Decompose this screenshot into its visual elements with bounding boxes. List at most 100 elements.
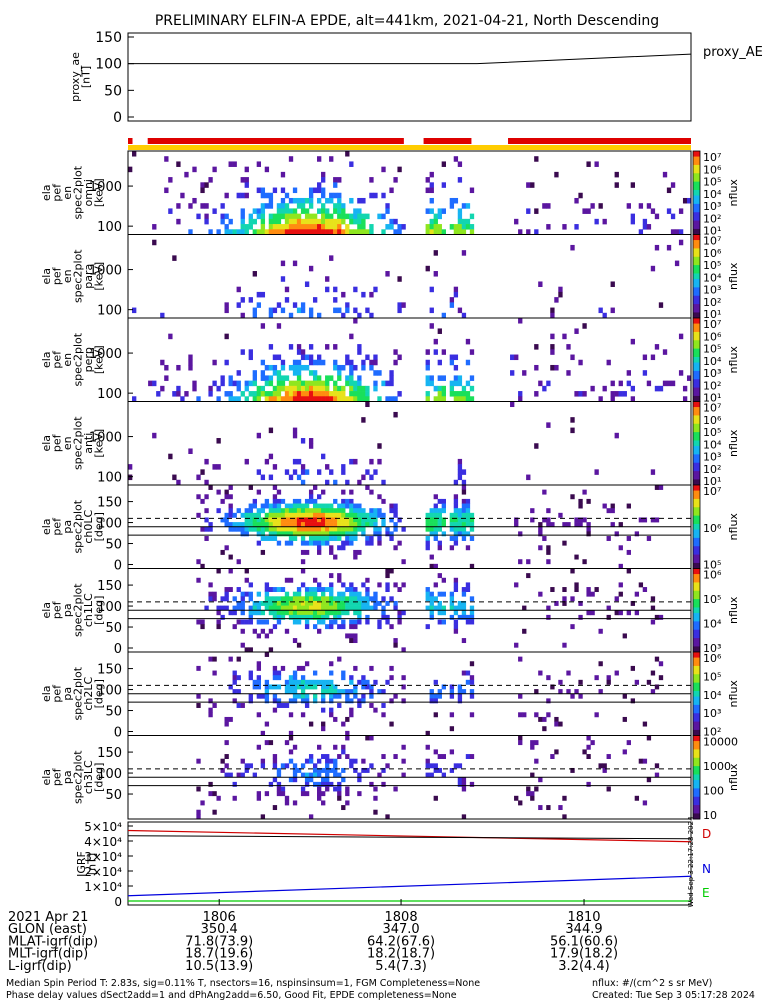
spectrogram-cell xyxy=(514,795,519,801)
spectrogram-cell xyxy=(453,582,459,588)
spectrogram-cell xyxy=(216,385,221,392)
spectrogram-cell xyxy=(461,224,467,230)
spectrogram-cell xyxy=(357,503,362,509)
spectrogram-cell xyxy=(373,600,378,606)
spectrogram-ylabel-5-line: [deg] xyxy=(92,512,105,541)
spectrogram-cell xyxy=(558,286,563,293)
spectrogram-cell xyxy=(228,587,233,592)
spectrogram-cell xyxy=(337,391,342,397)
spectrogram-cell xyxy=(682,385,688,392)
colorbar-tick: 10⁶ xyxy=(703,247,722,260)
colorbar-swatch xyxy=(693,510,700,514)
colorbar-swatch xyxy=(693,816,700,820)
spectrogram-cell xyxy=(365,512,370,518)
spectrogram-cell xyxy=(196,809,201,815)
spectrogram-cell xyxy=(461,526,467,532)
spectrogram-cell xyxy=(582,749,587,755)
spectrogram-cell xyxy=(441,349,446,355)
spectrogram-cell xyxy=(397,391,402,397)
spectrogram-cell xyxy=(441,605,446,611)
spectrogram-cell xyxy=(321,224,326,230)
spectrogram-cell xyxy=(441,610,446,616)
igrf-timestamp: Wed Sep 3 22:17:28 2024 xyxy=(687,816,695,908)
spectrogram-cell xyxy=(457,177,463,183)
spectrogram-cell xyxy=(312,297,318,303)
spectrogram-cell xyxy=(594,712,599,718)
spectrogram-cell xyxy=(570,693,575,699)
spectrogram-cell xyxy=(312,577,318,583)
spectrogram-cell xyxy=(276,213,282,220)
spectrogram-ylabel-7-line: ch2LC xyxy=(82,677,95,711)
spectrogram-cell xyxy=(453,540,459,546)
orbit-value: 344.9 xyxy=(565,922,602,937)
spectrogram-cell xyxy=(304,684,310,690)
igrf-line-D xyxy=(127,829,692,843)
colorbar-swatch xyxy=(693,518,700,522)
spectrogram-cell xyxy=(333,772,338,778)
spectrogram-cell xyxy=(393,177,398,183)
spectrogram-cell xyxy=(634,591,640,597)
colorbar-label-3-line: nflux xyxy=(727,346,740,374)
spectrogram-cell xyxy=(304,679,310,685)
spectrogram-cell xyxy=(248,391,253,397)
spectrogram-cell xyxy=(666,208,672,214)
spectrogram-cell xyxy=(550,522,555,528)
spectrogram-cell xyxy=(441,577,446,583)
spectrogram-cell xyxy=(325,679,330,685)
colorbar-label-7-line: nflux xyxy=(727,680,740,708)
spectrogram-cell xyxy=(308,187,314,194)
spectrogram-cell xyxy=(570,624,575,630)
spectrogram-cell xyxy=(538,281,543,287)
spectrogram-frame xyxy=(127,401,692,486)
spectrogram-cell xyxy=(256,610,262,616)
spectrogram-cell xyxy=(678,370,684,376)
spectrogram-cell xyxy=(397,354,402,361)
spectrogram-cell xyxy=(457,600,463,606)
spectrogram-cell xyxy=(353,522,358,528)
spectrogram-cell xyxy=(308,359,314,366)
spectrogram-cell xyxy=(550,307,555,314)
spectrogram-cell xyxy=(377,458,382,465)
spectrogram-cell xyxy=(349,197,354,204)
colorbar-swatch xyxy=(693,418,700,422)
spectrogram-cell xyxy=(308,265,314,272)
spectrogram-cell xyxy=(590,591,595,597)
spectrogram-cell xyxy=(329,545,334,551)
spectrogram-cell xyxy=(461,469,467,475)
spectrogram-cell xyxy=(260,814,266,820)
spectrogram-cell xyxy=(276,208,282,214)
spectrogram-cell xyxy=(304,703,310,708)
colorbar-swatch xyxy=(693,780,700,784)
proxy-ae-ytick: 50 xyxy=(104,83,122,99)
spectrogram-cell xyxy=(353,587,358,592)
spectrogram-cell xyxy=(296,600,302,606)
colorbar-swatch xyxy=(693,153,700,158)
spectrogram-cell xyxy=(308,512,314,518)
spectrogram-cell xyxy=(204,479,209,486)
colorbar-swatch xyxy=(693,189,700,194)
spectrogram-cell xyxy=(377,443,382,449)
spectrogram-cell xyxy=(341,591,346,597)
spectrogram-cell xyxy=(510,401,515,408)
spectrogram-cell xyxy=(630,698,635,704)
spectrogram-cell xyxy=(341,675,346,681)
colorbar-swatch xyxy=(693,382,700,386)
spectrogram-cell xyxy=(260,503,266,509)
colorbar-tick: 10⁶ xyxy=(703,652,722,665)
spectrogram-cell xyxy=(542,726,547,732)
spectrogram-cell xyxy=(357,508,362,514)
spectrogram-cell xyxy=(518,740,523,746)
spectrogram-cell xyxy=(373,809,378,815)
spectrogram-cell xyxy=(582,489,587,495)
spectrogram-cell xyxy=(397,619,402,625)
spectrogram-cell xyxy=(365,591,370,597)
spectrogram-cell xyxy=(264,582,270,588)
spectrogram-cell xyxy=(220,758,225,764)
spectrogram-cell xyxy=(349,675,354,681)
spectrogram-cell xyxy=(176,203,181,209)
spectrogram-cell xyxy=(457,391,463,397)
spectrogram-cell xyxy=(337,208,342,214)
spectrogram-cell xyxy=(465,396,471,402)
spectrogram-cell xyxy=(248,670,253,676)
